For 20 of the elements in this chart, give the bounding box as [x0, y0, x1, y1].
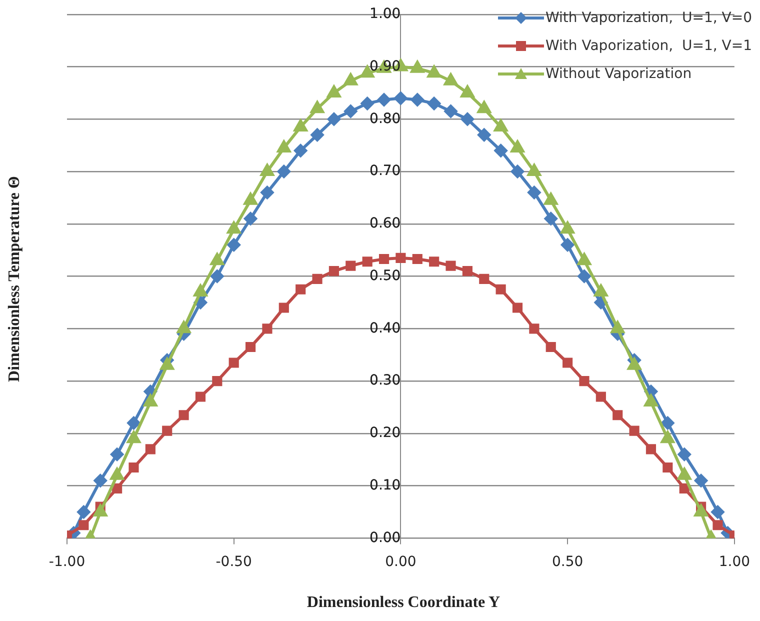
y-tick-label: 0.30	[370, 372, 401, 389]
legend-label: With Vaporization, U=1, V=0	[546, 10, 752, 26]
y-tick-label: 1.00	[370, 6, 401, 22]
legend-label: Without Vaporization	[546, 66, 692, 82]
y-tick-label: 0.00	[370, 530, 401, 546]
y-axis-title: Dimensionless Temperature Θ	[6, 175, 24, 384]
x-axis-title: Dimensionless Coordinate Y	[306, 594, 502, 612]
x-tick-label: 0.00	[385, 554, 416, 570]
legend-label: With Vaporization, U=1, V=1	[546, 38, 752, 54]
x-tick-label: 1.00	[718, 554, 750, 570]
y-tick-label: 0.20	[370, 425, 401, 442]
x-tick-label: 0.50	[552, 554, 584, 570]
y-tick-label: 0.60	[370, 216, 401, 232]
y-tick-label: 0.80	[370, 110, 401, 127]
y-tick-label: 0.10	[370, 477, 401, 494]
y-tick-label: 0.40	[370, 320, 401, 336]
x-tick-label: -1.00	[48, 554, 86, 570]
y-tick-label: 0.50	[370, 268, 401, 284]
y-tick-label: 0.70	[370, 163, 401, 180]
x-tick-label: -0.50	[216, 554, 252, 570]
